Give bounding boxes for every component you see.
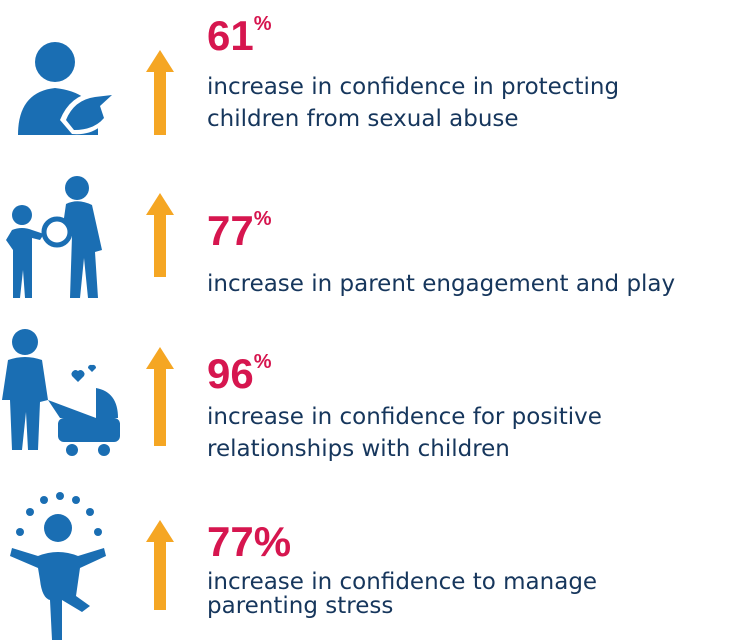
stat-description: relationships with children <box>207 436 510 462</box>
up-arrow <box>146 347 174 446</box>
stat-description: increase in parent engagement and play <box>207 271 675 297</box>
up-arrow <box>146 50 174 135</box>
stat-value: 96 <box>207 350 254 397</box>
up-arrow <box>146 520 174 610</box>
stat-description: children from sexual abuse <box>207 106 519 132</box>
stat-value: 77 <box>207 207 254 254</box>
icon-stress <box>10 492 106 640</box>
stat-number: 77% <box>207 207 272 254</box>
stat-number: 61% <box>207 12 272 59</box>
up-arrow <box>146 193 174 277</box>
stat-description: increase in confidence for positive <box>207 404 602 430</box>
stats: 61% increase in confidence in protecting c… <box>146 12 675 619</box>
stat-unit: % <box>254 208 272 230</box>
icon-play <box>6 176 102 298</box>
stat-description: parenting stress <box>207 593 393 619</box>
stat-number: 96% <box>207 350 272 397</box>
stat-description: increase in confidence in protecting <box>207 74 619 100</box>
stat-unit: % <box>254 351 272 373</box>
stat-description: increase in confidence to manage <box>207 569 597 595</box>
stat-unit: % <box>254 518 291 565</box>
icon-protect <box>18 42 122 135</box>
stat-value: 77 <box>207 518 254 565</box>
stat-value: 61 <box>207 12 254 59</box>
icon-stroller <box>2 329 120 456</box>
stat-number: 77% <box>207 518 291 565</box>
stat-unit: % <box>254 13 272 35</box>
